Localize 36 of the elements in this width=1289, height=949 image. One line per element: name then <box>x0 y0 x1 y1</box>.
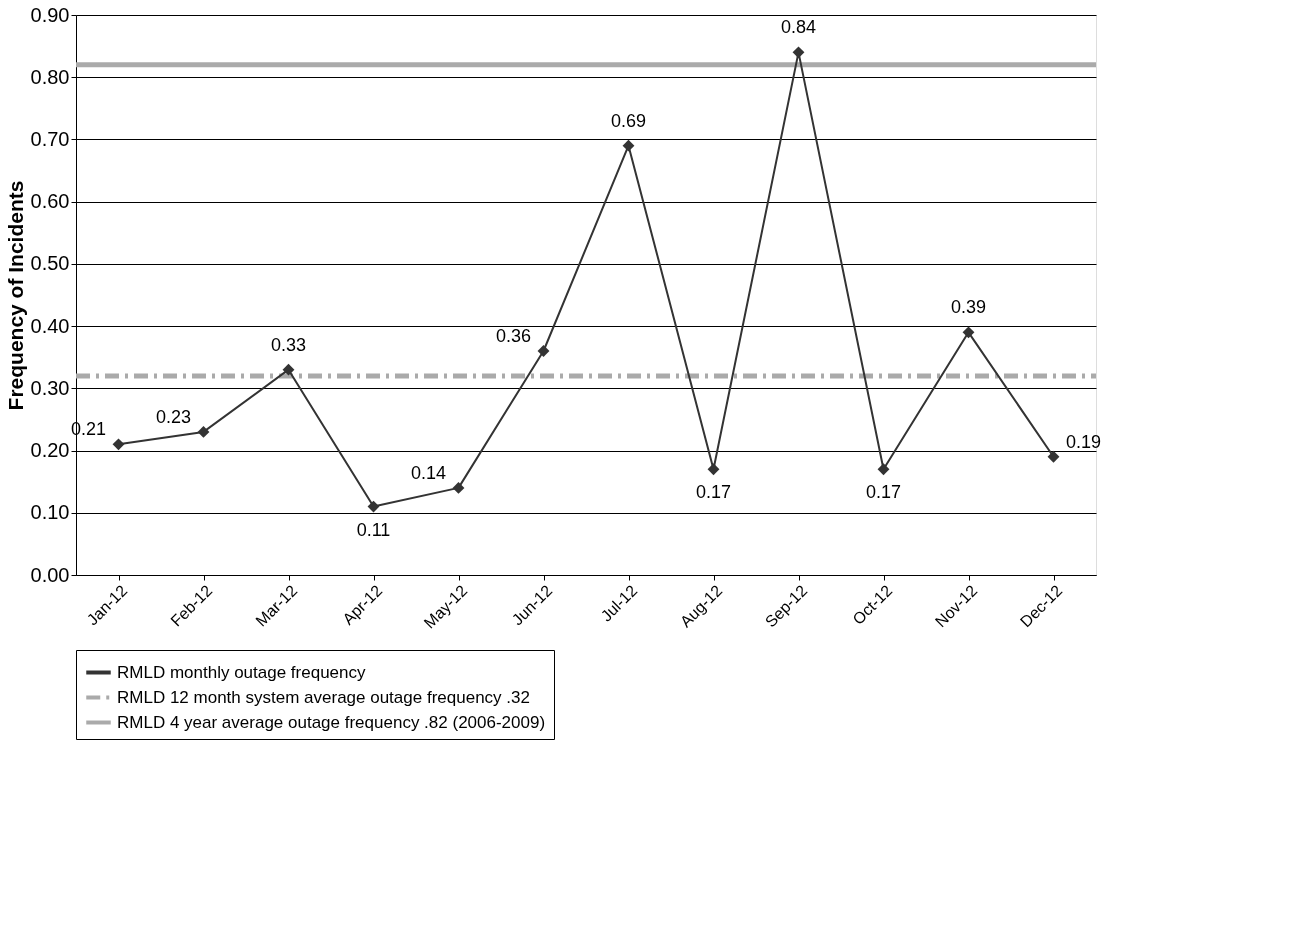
y-tick-label: 0.60 <box>30 190 70 213</box>
point <box>452 481 465 494</box>
legend-label: RMLD 4 year average outage frequency .82 (2006-2009) <box>117 712 546 732</box>
y-tick-label: 0.40 <box>30 314 70 337</box>
data-label: 0.19 <box>1065 431 1102 452</box>
legend-label: RMLD monthly outage frequency <box>117 662 367 682</box>
point <box>112 438 125 451</box>
data-label: 0.14 <box>410 462 447 483</box>
y-tick-label: 0.00 <box>30 563 70 586</box>
data-label: 0.84 <box>780 17 817 38</box>
point <box>197 425 210 438</box>
data-label: 0.39 <box>950 297 987 318</box>
point <box>282 363 295 376</box>
legend-label: RMLD 12 month system average outage frequency .32 <box>117 687 530 707</box>
point <box>537 345 550 357</box>
y-tick-label: 0.20 <box>30 439 70 462</box>
y-tick-label: 0.80 <box>30 65 70 88</box>
data-label: 0.33 <box>270 334 307 355</box>
point <box>877 463 890 476</box>
data-label: 0.17 <box>695 482 732 503</box>
point <box>1047 450 1060 463</box>
y-tick-label: 0.90 <box>30 3 70 26</box>
y-tick-label: 0.70 <box>30 127 70 150</box>
y-tick-label: 0.30 <box>30 376 70 399</box>
data-label: 0.36 <box>495 326 532 346</box>
point <box>707 463 720 476</box>
data-label: 0.69 <box>610 110 647 131</box>
point <box>962 326 975 339</box>
data-label: 0.17 <box>865 482 902 503</box>
y-tick-label: 0.10 <box>30 501 70 524</box>
point <box>792 46 805 59</box>
y-tick-label: 0.50 <box>30 252 70 275</box>
y-axis-title: Frequency of Incidents <box>3 180 27 411</box>
point <box>622 139 635 152</box>
data-label: 0.11 <box>356 519 391 540</box>
data-label: 0.23 <box>155 406 192 427</box>
